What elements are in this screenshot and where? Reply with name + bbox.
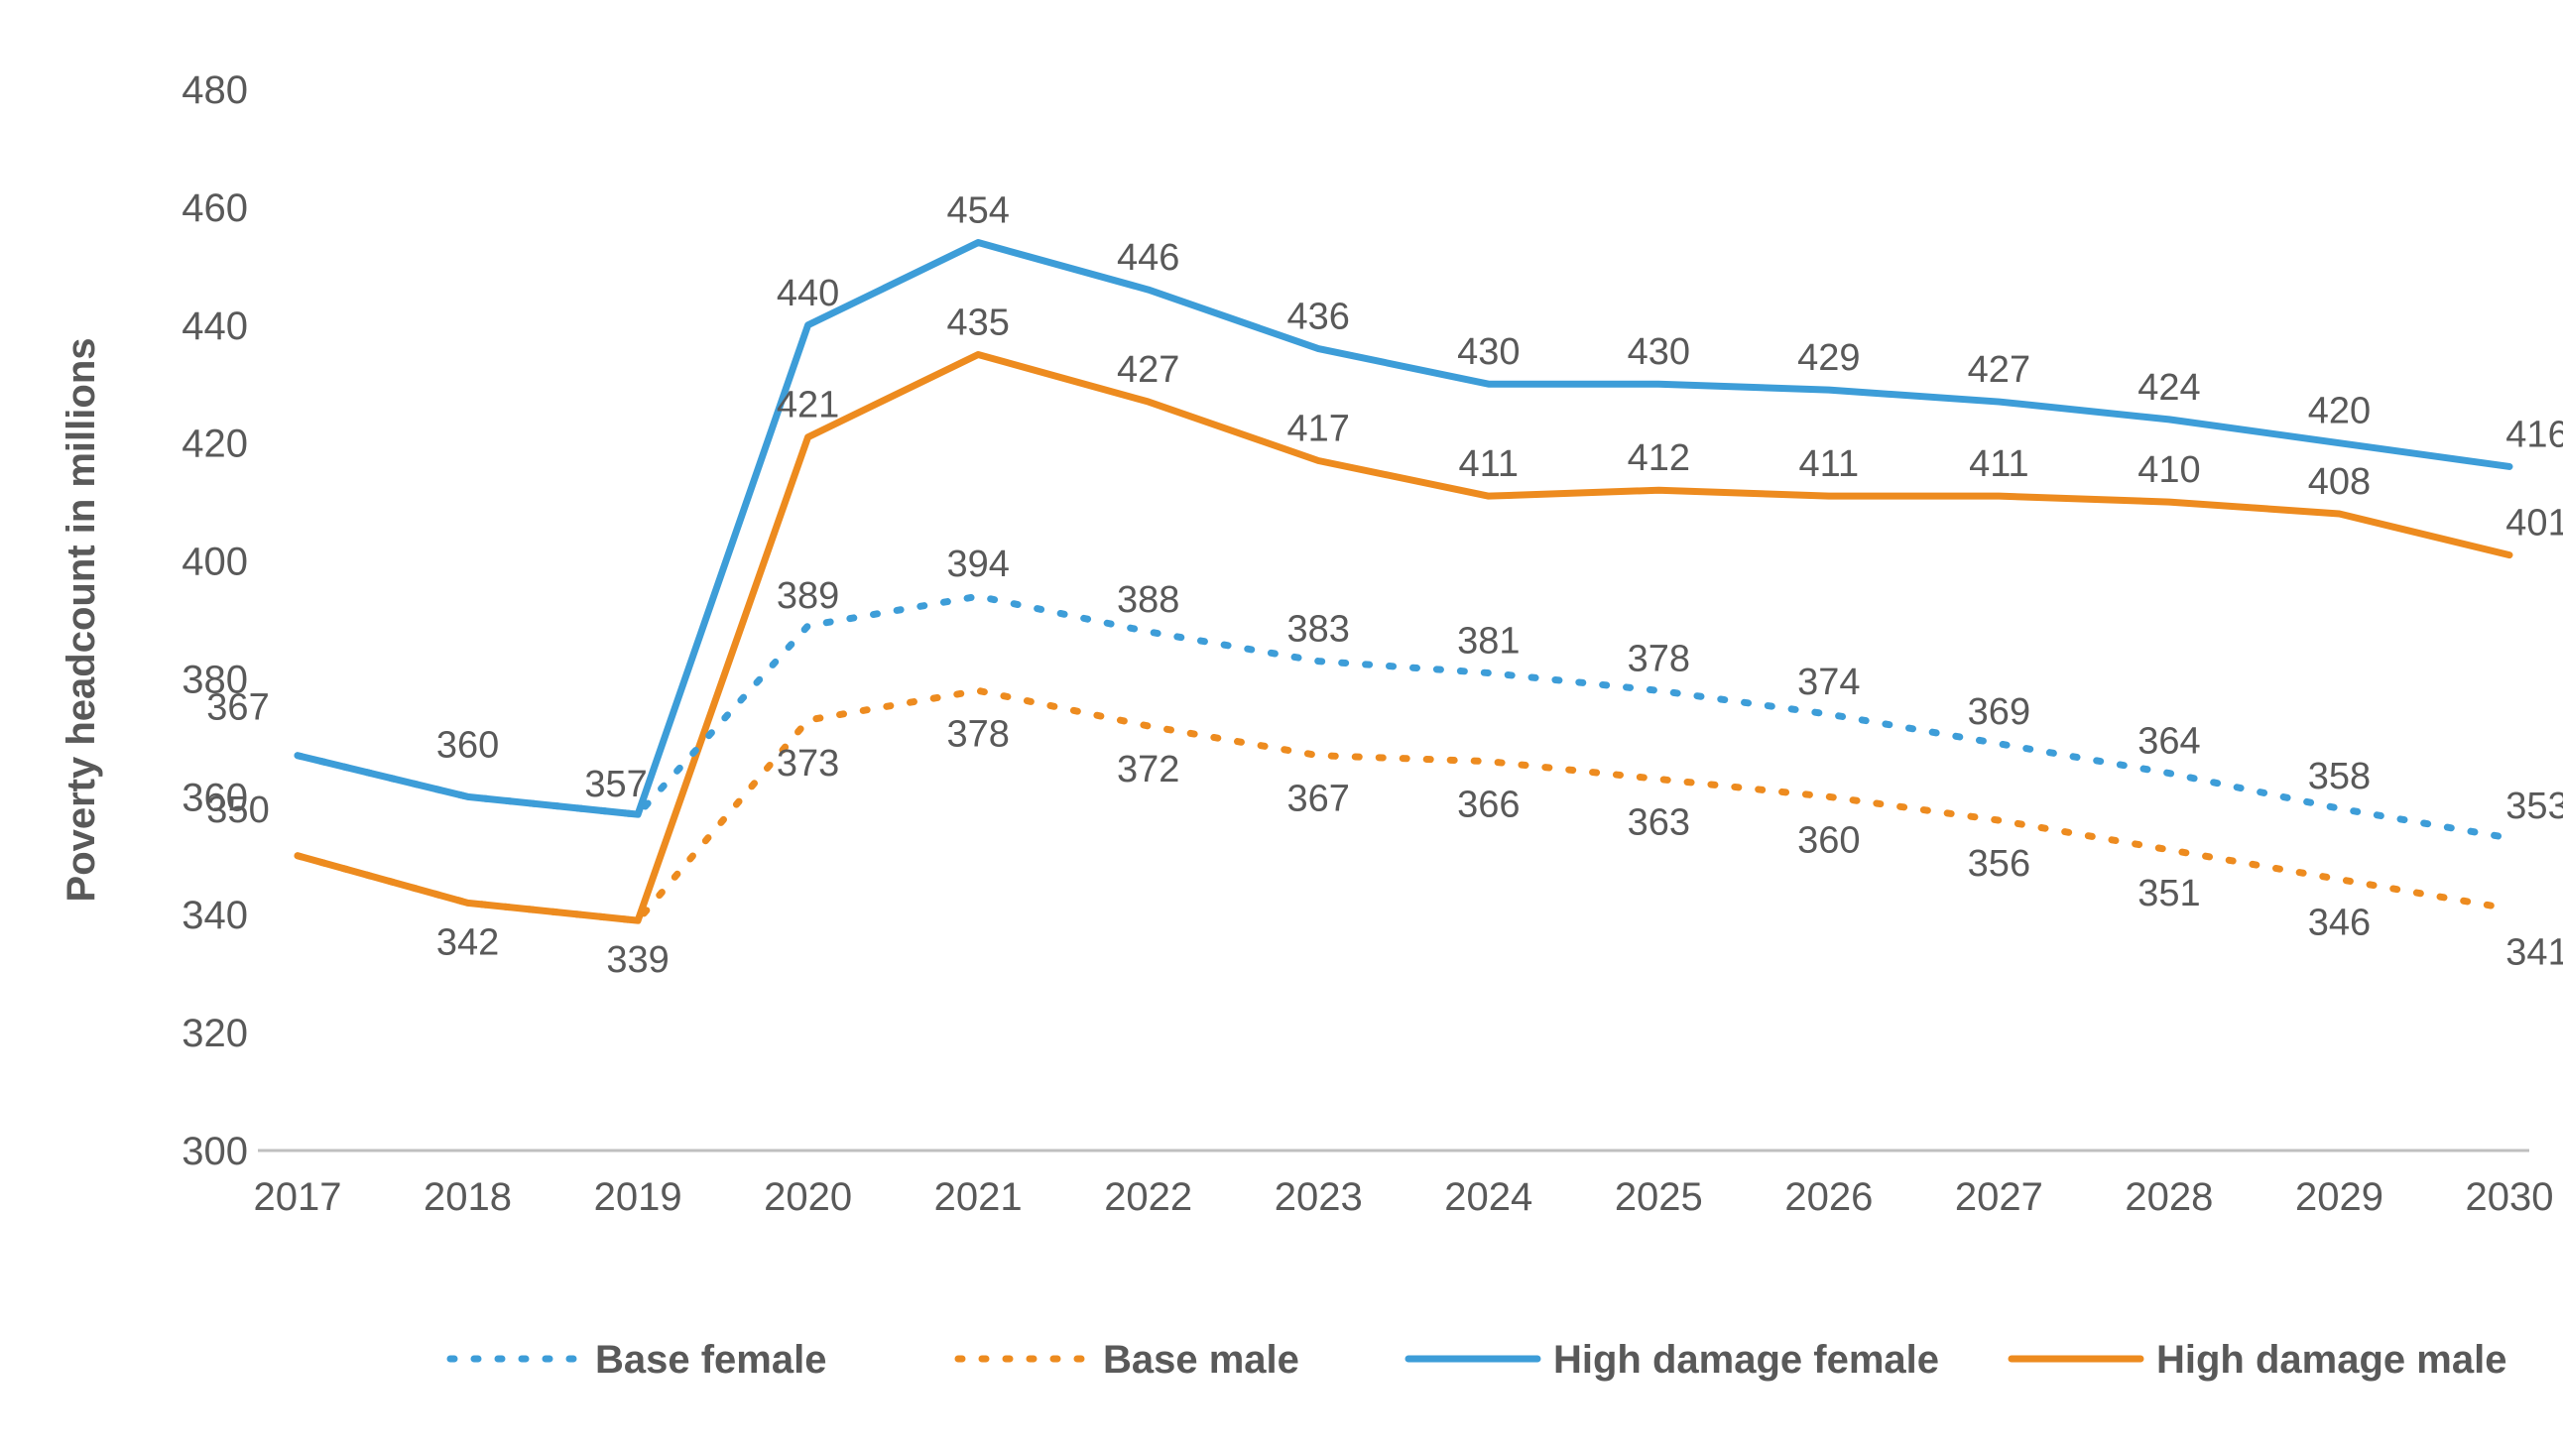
data-label: 367	[206, 687, 269, 729]
y-tick-label: 440	[182, 304, 248, 348]
data-label: 401	[2505, 503, 2563, 545]
legend-label: Base male	[1103, 1338, 1299, 1382]
data-label: 429	[1797, 337, 1860, 379]
data-label: 424	[2137, 367, 2200, 409]
y-tick-label: 320	[182, 1012, 248, 1055]
x-tick-label: 2027	[1955, 1175, 2043, 1219]
data-label: 364	[2137, 721, 2200, 763]
data-label: 430	[1457, 331, 1520, 373]
data-label: 353	[2505, 786, 2563, 827]
y-axis-label: Poverty headcount in millions	[60, 338, 103, 903]
data-label: 427	[1117, 349, 1179, 391]
data-label: 372	[1117, 749, 1179, 790]
data-label: 350	[206, 789, 269, 831]
x-tick-label: 2028	[2125, 1175, 2213, 1219]
data-label: 367	[1287, 779, 1350, 820]
data-label: 383	[1287, 609, 1350, 651]
x-tick-label: 2029	[2295, 1175, 2383, 1219]
data-label: 360	[436, 724, 499, 766]
data-label: 373	[777, 743, 839, 785]
data-label: 417	[1287, 409, 1350, 450]
x-tick-label: 2023	[1275, 1175, 1363, 1219]
data-label: 435	[946, 303, 1009, 344]
y-tick-label: 420	[182, 423, 248, 466]
legend-label: High damage male	[2156, 1338, 2506, 1382]
x-tick-label: 2018	[424, 1175, 512, 1219]
data-label: 411	[1799, 443, 1860, 485]
chart-svg: 3003203403603804004204404604802017201820…	[0, 0, 2563, 1456]
data-label: 389	[777, 575, 839, 617]
data-label: 366	[1457, 785, 1520, 826]
data-label: 342	[436, 921, 499, 963]
x-tick-label: 2022	[1104, 1175, 1192, 1219]
data-label: 360	[1797, 819, 1860, 861]
data-label: 446	[1117, 237, 1179, 279]
poverty-line-chart: 3003203403603804004204404604802017201820…	[0, 0, 2563, 1456]
x-tick-label: 2021	[934, 1175, 1023, 1219]
legend-label: High damage female	[1553, 1338, 1939, 1382]
data-label: 430	[1628, 331, 1690, 373]
y-tick-label: 300	[182, 1130, 248, 1173]
x-tick-label: 2019	[594, 1175, 682, 1219]
data-label: 416	[2505, 414, 2563, 455]
data-label: 440	[777, 273, 839, 314]
data-label: 339	[606, 939, 669, 981]
data-label: 411	[1969, 443, 2029, 485]
y-tick-label: 460	[182, 186, 248, 230]
data-label: 358	[2308, 756, 2371, 797]
x-tick-label: 2024	[1444, 1175, 1532, 1219]
data-label: 388	[1117, 579, 1179, 621]
data-label: 374	[1797, 662, 1860, 703]
data-label: 412	[1628, 437, 1690, 479]
data-label: 381	[1457, 621, 1520, 663]
data-label: 378	[1628, 638, 1690, 679]
x-tick-label: 2025	[1615, 1175, 1703, 1219]
x-tick-label: 2030	[2466, 1175, 2554, 1219]
data-label: 346	[2308, 903, 2371, 944]
data-label: 357	[584, 764, 647, 805]
data-label: 363	[1628, 802, 1690, 844]
y-tick-label: 340	[182, 894, 248, 937]
data-label: 420	[2308, 391, 2371, 432]
data-label: 378	[946, 713, 1009, 755]
data-label: 369	[1968, 691, 2030, 733]
data-label: 394	[946, 544, 1009, 585]
data-label: 411	[1458, 443, 1519, 485]
data-label: 454	[946, 190, 1009, 232]
data-label: 436	[1287, 297, 1350, 338]
data-label: 341	[2505, 931, 2563, 973]
data-label: 356	[1968, 843, 2030, 885]
y-tick-label: 480	[182, 68, 248, 112]
data-label: 421	[777, 385, 839, 426]
data-label: 351	[2137, 873, 2200, 914]
data-label: 427	[1968, 349, 2030, 391]
y-tick-label: 400	[182, 541, 248, 584]
data-label: 410	[2137, 449, 2200, 491]
x-tick-label: 2026	[1784, 1175, 1873, 1219]
legend-label: Base female	[595, 1338, 826, 1382]
x-tick-label: 2017	[254, 1175, 342, 1219]
x-tick-label: 2020	[764, 1175, 852, 1219]
data-label: 408	[2308, 461, 2371, 503]
